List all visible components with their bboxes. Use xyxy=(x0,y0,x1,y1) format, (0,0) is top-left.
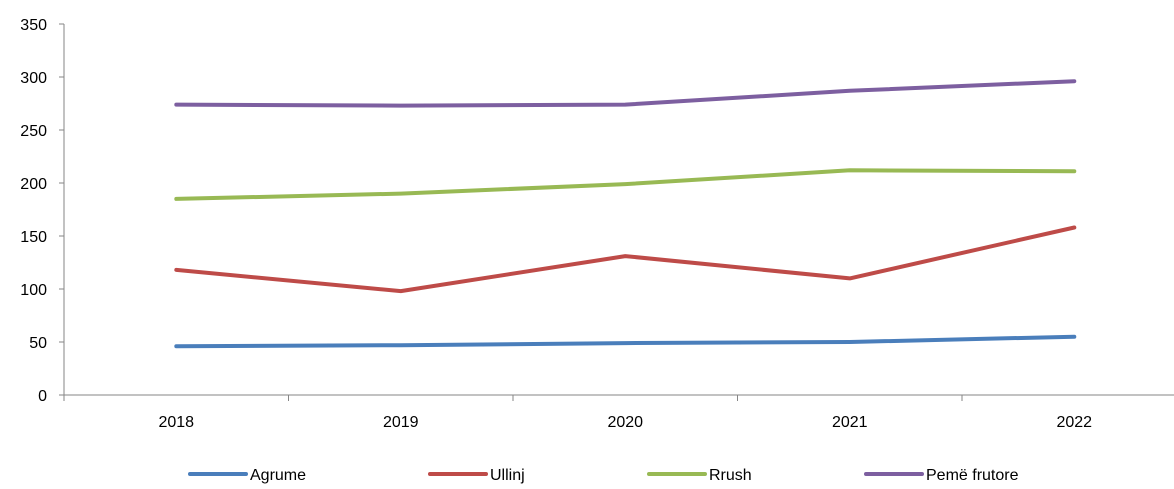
x-tick-label: 2020 xyxy=(607,414,643,431)
legend-label: Ullinj xyxy=(490,467,525,484)
y-tick-label: 0 xyxy=(38,388,47,405)
series-layer xyxy=(174,79,1077,349)
axes: 0 50 100 150 200 250 300 350 2018 2019 2020 2021 202… xyxy=(20,17,1174,431)
legend-label: Pemë frutore xyxy=(926,467,1019,484)
y-tick-label: 150 xyxy=(20,229,47,246)
y-tick-label: 100 xyxy=(20,282,47,299)
legend-label: Agrume xyxy=(250,467,306,484)
series-line-3 xyxy=(174,168,1077,201)
series-line-1 xyxy=(174,334,1077,349)
y-tick-label: 50 xyxy=(29,335,47,352)
x-tick-label: 2019 xyxy=(383,414,419,431)
y-tick-label: 200 xyxy=(20,176,47,193)
y-tick-label: 350 xyxy=(20,17,47,34)
legend-label: Rrush xyxy=(709,467,752,484)
y-tick-label: 300 xyxy=(20,70,47,87)
legend: Agrume Ullinj Rrush Pemë frutore xyxy=(188,467,1019,484)
x-tick-label: 2022 xyxy=(1056,414,1092,431)
y-tick-label: 250 xyxy=(20,123,47,140)
x-tick-label: 2021 xyxy=(832,414,868,431)
series-line-2 xyxy=(174,225,1077,294)
series-line-4 xyxy=(174,79,1077,108)
x-tick-label: 2018 xyxy=(158,414,194,431)
